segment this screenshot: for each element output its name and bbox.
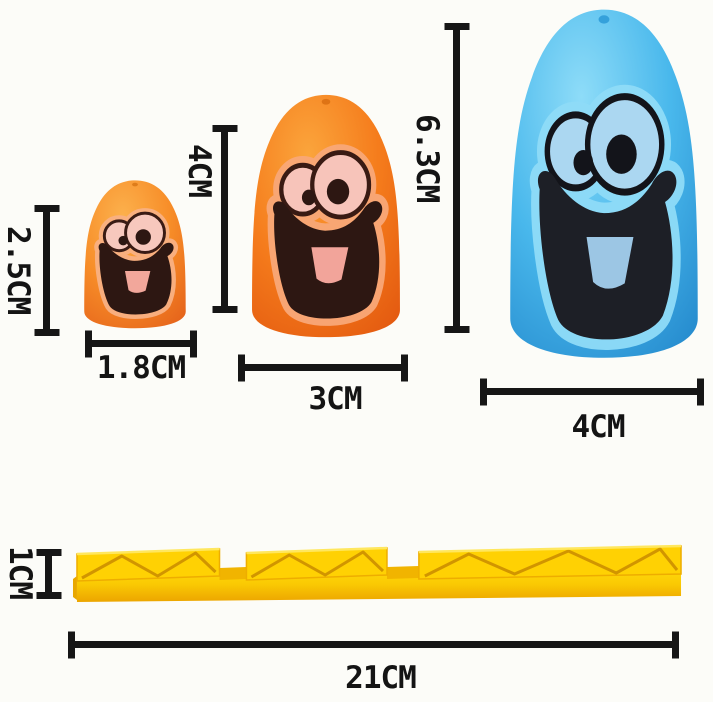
cartoon-face — [94, 208, 178, 319]
large-cup-width-label: 4CM — [571, 409, 626, 445]
right-pupil — [606, 134, 637, 174]
large-cup-width-measure-line — [480, 388, 704, 395]
cup-top-hole — [321, 98, 331, 105]
track-notch-floor — [386, 566, 419, 579]
cup-top-hole — [598, 15, 610, 24]
right-pupil — [326, 178, 350, 205]
track-notch-floor — [219, 567, 247, 580]
small-cup-width-measure-line — [85, 340, 197, 347]
left-pupil — [573, 150, 594, 176]
large-cup-height-label: 6.3CM — [409, 114, 445, 203]
left-pupil — [301, 189, 316, 206]
track-length-label: 21CM — [345, 660, 417, 696]
large-cup-figure — [510, 9, 698, 358]
track-figure — [72, 544, 682, 602]
cartoon-face — [266, 144, 389, 326]
large-cup-height-measure-line — [453, 23, 460, 333]
medium-cup-figure — [252, 94, 400, 338]
left-pupil — [118, 235, 128, 246]
medium-cup-height-measure-line — [221, 125, 228, 313]
track-truss-sections — [76, 544, 682, 582]
medium-cup-width-measure-line — [238, 364, 408, 371]
track-length-measure-line — [68, 641, 679, 648]
cartoon-face — [529, 84, 685, 350]
cup-top-hole — [132, 182, 138, 187]
small-cup-figure — [84, 180, 186, 329]
tooth — [586, 237, 634, 289]
medium-cup-width-label: 3CM — [308, 381, 363, 417]
medium-cup-height-label: 4CM — [181, 144, 217, 197]
right-pupil — [135, 229, 151, 245]
small-cup-height-measure-line — [43, 205, 50, 336]
track-height-measure-line — [45, 549, 52, 599]
small-cup-width-label: 1.8CM — [96, 350, 186, 386]
tooth — [124, 271, 151, 293]
track-left-endcap — [72, 576, 77, 600]
small-cup-height-label: 2.5CM — [0, 226, 36, 315]
tooth — [311, 247, 349, 284]
track-height-label: 1CM — [2, 546, 38, 599]
